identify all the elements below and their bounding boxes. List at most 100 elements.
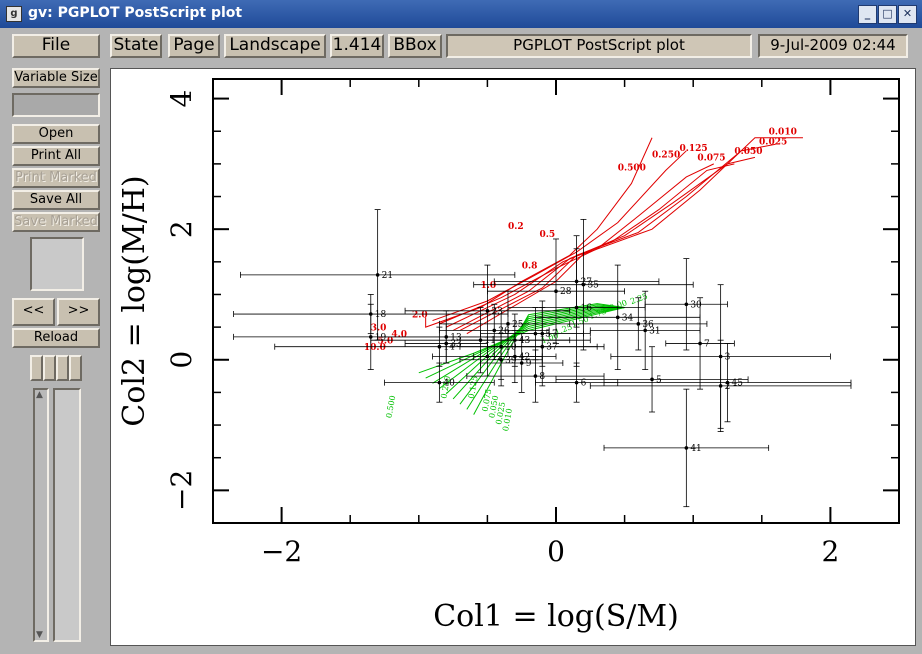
data-point: 27 bbox=[493, 235, 660, 328]
page-mark-toggle-2[interactable] bbox=[43, 355, 56, 381]
data-point: 7 bbox=[665, 297, 735, 390]
red-track-label: 0.025 bbox=[759, 137, 787, 147]
point-marker bbox=[718, 354, 723, 359]
print-all-button[interactable]: Print All bbox=[12, 146, 100, 166]
green-model-track bbox=[445, 307, 625, 395]
point-label: 9 bbox=[526, 359, 532, 369]
green-model-track bbox=[425, 307, 625, 379]
point-label: 10 bbox=[505, 343, 517, 353]
data-point: 41 bbox=[603, 388, 770, 508]
bbox-button[interactable]: BBox bbox=[388, 34, 442, 58]
point-label: 7 bbox=[704, 339, 710, 349]
red-track-label: 0.2 bbox=[508, 222, 524, 232]
y-tick-label: −2 bbox=[165, 470, 198, 511]
document-date-label: 9-Jul-2009 02:44 bbox=[758, 34, 908, 58]
data-point: 35 bbox=[473, 218, 694, 351]
window-title: gv: PGPLOT PostScript plot bbox=[28, 5, 243, 21]
data-point: 19 bbox=[233, 303, 509, 370]
document-title-label: PGPLOT PostScript plot bbox=[446, 34, 752, 58]
point-marker bbox=[643, 328, 647, 333]
data-point: 31 bbox=[589, 290, 701, 370]
page-list-scrollbar[interactable]: ▲ ▼ bbox=[33, 388, 49, 642]
data-point: 37 bbox=[486, 307, 598, 387]
orientation-button[interactable]: Landscape bbox=[224, 34, 326, 58]
point-marker bbox=[636, 322, 641, 326]
point-marker bbox=[725, 380, 730, 385]
data-point: 34 bbox=[535, 264, 701, 370]
close-icon[interactable]: ✕ bbox=[898, 5, 917, 24]
red-track-label: 2.0 bbox=[412, 310, 428, 320]
point-label: 34 bbox=[622, 313, 634, 323]
page-list[interactable] bbox=[53, 388, 81, 642]
point-marker bbox=[554, 289, 558, 294]
point-label: 43 bbox=[519, 336, 531, 346]
open-button[interactable]: Open bbox=[12, 124, 100, 144]
point-label: 15 bbox=[539, 330, 551, 340]
page-menu-button[interactable]: Page bbox=[168, 34, 220, 58]
y-tick-label: 0 bbox=[165, 351, 198, 369]
point-label: 28 bbox=[560, 287, 572, 297]
save-all-button[interactable]: Save All bbox=[12, 190, 100, 210]
data-point: 39 bbox=[459, 333, 543, 387]
file-menu-button[interactable]: File bbox=[12, 34, 100, 58]
gv-app-icon[interactable]: g bbox=[6, 6, 22, 22]
red-track-label: 0.8 bbox=[522, 261, 538, 271]
red-track-label: 5.0 bbox=[378, 336, 394, 346]
page-mark-toggle-4[interactable] bbox=[69, 355, 82, 381]
point-label: 42 bbox=[519, 353, 530, 363]
green-track-label: 0.050 bbox=[487, 395, 500, 419]
scroll-up-arrow-icon[interactable]: ▲ bbox=[36, 390, 43, 400]
maximize-icon[interactable]: □ bbox=[878, 5, 897, 24]
point-label: 40 bbox=[443, 379, 455, 389]
page-mark-toggle-1[interactable] bbox=[30, 355, 43, 381]
save-marked-button[interactable]: Save Marked bbox=[12, 212, 100, 232]
x-tick-label: −2 bbox=[261, 535, 302, 568]
point-label: 12 bbox=[491, 353, 502, 363]
point-marker bbox=[684, 446, 689, 450]
page-thumbnail-panner[interactable] bbox=[30, 237, 84, 291]
model-tracks: 0.20.5000.2500.1250.0750.0500.0250.0100.… bbox=[364, 128, 803, 432]
red-track-label: 0.125 bbox=[679, 144, 707, 154]
red-track-label: 0.500 bbox=[618, 163, 646, 173]
page-mark-toggle-3[interactable] bbox=[56, 355, 69, 381]
window-titlebar: g gv: PGPLOT PostScript plot _ □ ✕ bbox=[0, 0, 922, 28]
green-track-label: 0.010 bbox=[501, 408, 514, 432]
state-menu-button[interactable]: State bbox=[110, 34, 162, 58]
red-track-label: 1.0 bbox=[481, 281, 497, 291]
green-track-label: 0.500 bbox=[384, 395, 397, 419]
x-axis-label: Col1 = log(S/M) bbox=[433, 599, 679, 634]
point-label: 33 bbox=[450, 339, 462, 349]
green-track-label: 2.00 bbox=[608, 298, 628, 313]
red-track-label: 4.0 bbox=[391, 330, 407, 340]
next-page-button[interactable]: >> bbox=[57, 298, 100, 326]
point-label: 25 bbox=[512, 320, 524, 330]
data-point: 28 bbox=[486, 238, 625, 344]
x-tick-label: 2 bbox=[821, 535, 839, 568]
point-marker bbox=[375, 273, 380, 277]
point-marker bbox=[499, 357, 503, 362]
data-points: 2356789101112131415161718192123252627283… bbox=[233, 209, 852, 508]
red-track-label: 10.0 bbox=[364, 343, 386, 353]
zoom-button[interactable]: 1.414 bbox=[330, 34, 384, 58]
point-marker bbox=[540, 344, 545, 349]
green-track-label: 0.250 bbox=[439, 375, 452, 399]
point-marker bbox=[615, 315, 620, 320]
data-point: 5 bbox=[555, 346, 749, 413]
point-marker bbox=[485, 308, 490, 313]
minimize-icon[interactable]: _ bbox=[858, 5, 877, 24]
point-label: 30 bbox=[690, 300, 702, 310]
point-label: 19 bbox=[375, 333, 387, 343]
scroll-down-arrow-icon[interactable]: ▼ bbox=[36, 630, 43, 640]
red-track-label: 0.050 bbox=[734, 147, 762, 157]
axis-ticks: −2 0 2 −2 0 2 4 bbox=[165, 79, 900, 568]
previous-page-button[interactable]: << bbox=[12, 298, 55, 326]
data-point: 36 bbox=[569, 297, 708, 351]
point-marker bbox=[513, 338, 517, 342]
postscript-view[interactable]: −2 0 2 −2 0 2 4 0.2 0.500 0.250 0.125 0.075 0.050 0.… bbox=[110, 68, 916, 646]
print-marked-button[interactable]: Print Marked bbox=[12, 168, 100, 188]
data-point: 40 bbox=[384, 362, 495, 403]
reload-button[interactable]: Reload bbox=[12, 328, 100, 348]
variable-size-button[interactable]: Variable Size bbox=[12, 68, 100, 88]
red-track-label: 0.250 bbox=[652, 150, 680, 160]
y-tick-label: 2 bbox=[165, 220, 198, 238]
